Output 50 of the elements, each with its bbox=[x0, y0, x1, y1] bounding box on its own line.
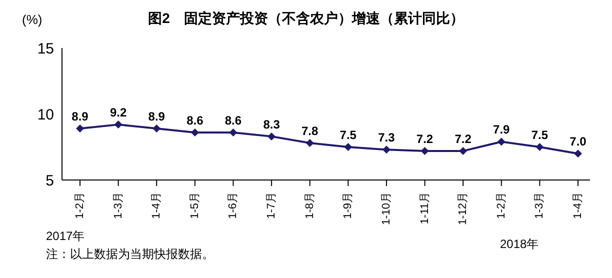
point bbox=[459, 146, 468, 155]
point bbox=[190, 128, 199, 136]
x-tick-label: 1-4月 bbox=[572, 192, 584, 219]
text: 2017年 bbox=[46, 228, 85, 245]
x-tick-label: 1-2月 bbox=[74, 192, 86, 219]
x-tick-label: 1-3月 bbox=[534, 192, 546, 219]
text: 注：以上数据为当期快报数据。 bbox=[46, 246, 214, 263]
y-tick-label: 5 bbox=[46, 172, 54, 190]
x-tick-label: 1-7月 bbox=[266, 192, 278, 219]
data-label: 7.2 bbox=[416, 132, 434, 146]
point bbox=[420, 146, 429, 155]
point bbox=[344, 143, 352, 151]
point bbox=[268, 132, 276, 140]
y-axis-title: (%) bbox=[22, 12, 42, 27]
point bbox=[497, 138, 506, 146]
y-tick-label: 15 bbox=[37, 40, 54, 58]
x-tick-label: 1-5月 bbox=[188, 192, 201, 219]
x-tick-label: 1-3月 bbox=[112, 192, 124, 219]
y-tick-label: 10 bbox=[37, 106, 54, 124]
point bbox=[114, 120, 122, 129]
data-label: 8.3 bbox=[263, 117, 280, 132]
point bbox=[152, 124, 161, 133]
x-tick-label: 1-6月 bbox=[227, 192, 240, 219]
data-label: 7.9 bbox=[493, 122, 510, 137]
data-label: 7.5 bbox=[340, 128, 357, 142]
data-label: 7.5 bbox=[531, 128, 548, 142]
data-label: 7.2 bbox=[454, 132, 472, 146]
data-label: 8.9 bbox=[148, 110, 166, 124]
x-tick-label: 1-4月 bbox=[150, 192, 163, 219]
x-tick-label: 1-9月 bbox=[342, 192, 354, 219]
text: 2018年 bbox=[500, 236, 539, 253]
x-tick-label: 1-12月 bbox=[457, 192, 470, 226]
data-label: 7.0 bbox=[570, 134, 587, 149]
data-label: 8.9 bbox=[72, 110, 89, 124]
data-label: 8.6 bbox=[224, 113, 242, 128]
chart-title: 图2 固定资产投资（不含农户）增速（累计同比） bbox=[148, 10, 464, 26]
x-tick-label: 1-2月 bbox=[495, 192, 508, 219]
data-label: 7.8 bbox=[302, 124, 319, 138]
point bbox=[536, 143, 544, 151]
x-tick-label: 1-11月 bbox=[418, 192, 431, 224]
x-tick-label: 1-10月 bbox=[380, 192, 392, 226]
point bbox=[574, 150, 582, 158]
point bbox=[76, 124, 84, 133]
point bbox=[382, 146, 390, 154]
data-label: 7.3 bbox=[378, 130, 396, 145]
point bbox=[229, 128, 238, 136]
data-label: 8.6 bbox=[186, 113, 204, 128]
point bbox=[306, 139, 314, 148]
x-tick-label: 1-8月 bbox=[304, 192, 316, 219]
data-label: 9.2 bbox=[110, 106, 127, 120]
